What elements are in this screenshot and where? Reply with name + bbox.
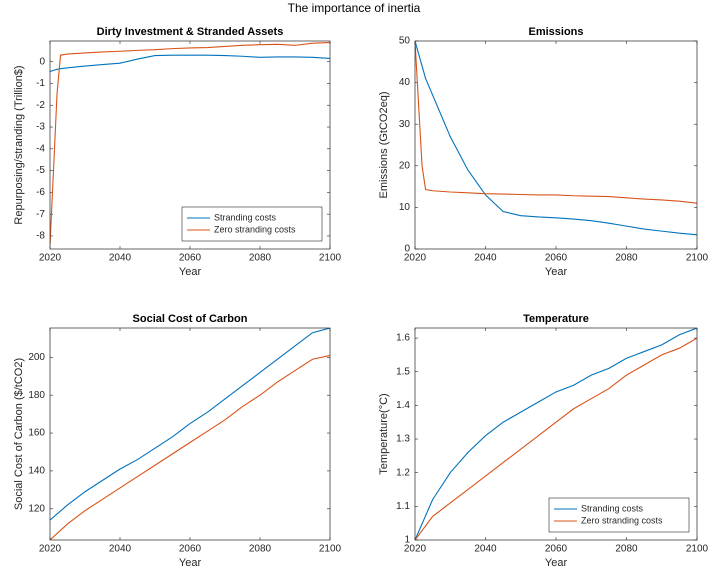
legend-label: Zero stranding costs (581, 515, 663, 525)
y-tick-label: 50 (399, 36, 411, 47)
y-tick-label: 1.3 (396, 434, 410, 445)
y-tick-label: -1 (36, 78, 45, 89)
x-tick-label: 2100 (686, 544, 708, 555)
y-tick-label: 30 (399, 119, 411, 130)
y-tick-label: -7 (36, 209, 45, 220)
y-tick-label: 1.1 (396, 501, 410, 512)
y-tick-label: -6 (36, 187, 45, 198)
y-tick-label: 200 (28, 352, 45, 363)
x-tick-label: 2100 (319, 544, 342, 555)
series-line (415, 41, 697, 236)
panel-title: Social Cost of Carbon (133, 313, 248, 325)
legend-box (548, 497, 690, 533)
panel-title: Dirty Investment & Stranded Assets (97, 26, 284, 38)
y-tick-label: -4 (36, 143, 45, 154)
y-tick-label: 0 (404, 244, 410, 255)
x-tick-label: 2020 (404, 253, 427, 264)
x-tick-label: 2080 (249, 544, 272, 555)
y-tick-label: 10 (399, 202, 411, 213)
x-tick-label: 2080 (615, 253, 638, 264)
x-tick-label: 2080 (249, 253, 272, 264)
x-tick-label: 2040 (474, 544, 497, 555)
x-tick-label: 2020 (39, 253, 62, 264)
y-tick-label: 1.5 (396, 366, 410, 377)
x-tick-label: 2100 (686, 253, 708, 264)
x-axis-label: Year (545, 557, 568, 569)
plot-area (415, 41, 697, 249)
y-tick-label: 0 (39, 56, 45, 67)
y-tick-label: 40 (399, 77, 411, 88)
legend-label: Zero stranding costs (214, 224, 296, 234)
panel-title: Emissions (528, 26, 583, 38)
y-tick-label: 180 (28, 390, 45, 401)
x-tick-label: 2060 (179, 544, 202, 555)
x-tick-label: 2020 (404, 544, 427, 555)
series-line (50, 328, 330, 521)
y-tick-label: -3 (36, 122, 45, 133)
y-tick-label: 1 (404, 535, 410, 546)
x-tick-label: 2040 (109, 544, 132, 555)
x-tick-label: 2020 (39, 544, 62, 555)
axes-box (414, 327, 698, 541)
y-tick-label: -2 (36, 100, 45, 111)
axes-box (414, 40, 698, 250)
y-tick-label: 1.2 (396, 467, 410, 478)
legend-label: Stranding costs (214, 212, 277, 222)
y-tick-label: 1.6 (396, 333, 410, 344)
y-tick-label: -5 (36, 165, 45, 176)
panel-title: Temperature (523, 313, 589, 325)
x-tick-label: 2040 (109, 253, 132, 264)
x-axis-label: Year (545, 266, 568, 278)
y-axis-label: Temperature(°C) (378, 393, 390, 474)
x-tick-label: 2060 (179, 253, 202, 264)
series-line (415, 337, 697, 540)
series-line (50, 54, 330, 73)
axes-box (49, 40, 331, 250)
y-axis-label: Repurposing/stranding (Trillion$) (13, 65, 25, 224)
x-axis-label: Year (179, 557, 202, 569)
series-line (50, 41, 330, 245)
axes-box (49, 327, 331, 541)
y-tick-label: -8 (36, 231, 45, 242)
series-line (415, 328, 697, 540)
y-tick-label: 1.4 (396, 400, 410, 411)
series-line (415, 41, 697, 204)
y-tick-label: 120 (28, 503, 45, 514)
plot-area (50, 328, 330, 540)
x-tick-label: 2080 (615, 544, 638, 555)
y-axis-label: Emissions (GtCO2eq) (378, 92, 390, 199)
legend-box (181, 206, 323, 242)
y-tick-label: 140 (28, 466, 45, 477)
y-tick-label: 160 (28, 428, 45, 439)
y-axis-label: Social Cost of Carbon ($/tCO2) (13, 358, 25, 510)
legend-label: Stranding costs (581, 503, 644, 513)
series-line (50, 354, 330, 540)
x-tick-label: 2040 (474, 253, 497, 264)
x-axis-label: Year (179, 266, 202, 278)
x-tick-label: 2060 (545, 544, 568, 555)
x-tick-label: 2060 (545, 253, 568, 264)
figure-title: The importance of inertia (288, 1, 421, 15)
y-tick-label: 20 (399, 160, 411, 171)
x-tick-label: 2100 (319, 253, 342, 264)
